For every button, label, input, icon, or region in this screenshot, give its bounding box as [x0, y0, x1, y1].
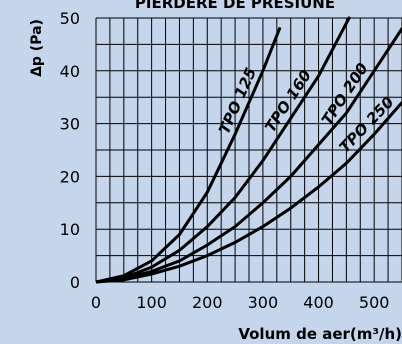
chart-title: PIERDERE DE PRESIUNE [135, 0, 335, 12]
series-label: TPO 160 [261, 67, 315, 136]
series-line [96, 16, 351, 284]
series-line [96, 101, 402, 284]
x-tick-labels: 0 100 200 300 400 500 [91, 293, 390, 312]
grid [95, 17, 402, 283]
y-tick-label: 30 [60, 115, 80, 134]
x-axis-label: Volum de aer(m³/h) [238, 325, 402, 343]
x-tick-label: 0 [91, 293, 101, 312]
y-tick-label: 20 [60, 167, 80, 186]
series-curves [96, 16, 402, 284]
x-tick-label: 400 [303, 293, 334, 312]
y-tick-label: 10 [60, 220, 80, 239]
x-tick-label: 300 [248, 293, 279, 312]
y-tick-label: 50 [60, 9, 80, 28]
series-line [96, 27, 282, 284]
y-tick-label: 40 [60, 62, 80, 81]
x-tick-label: 500 [359, 293, 390, 312]
y-tick-label: 0 [70, 273, 80, 292]
series-line [96, 27, 402, 284]
y-tick-labels: 0 10 20 30 40 50 [60, 9, 80, 292]
y-axis-label: Δp (Pa) [29, 19, 45, 77]
x-tick-label: 100 [136, 293, 167, 312]
x-tick-label: 200 [192, 293, 223, 312]
